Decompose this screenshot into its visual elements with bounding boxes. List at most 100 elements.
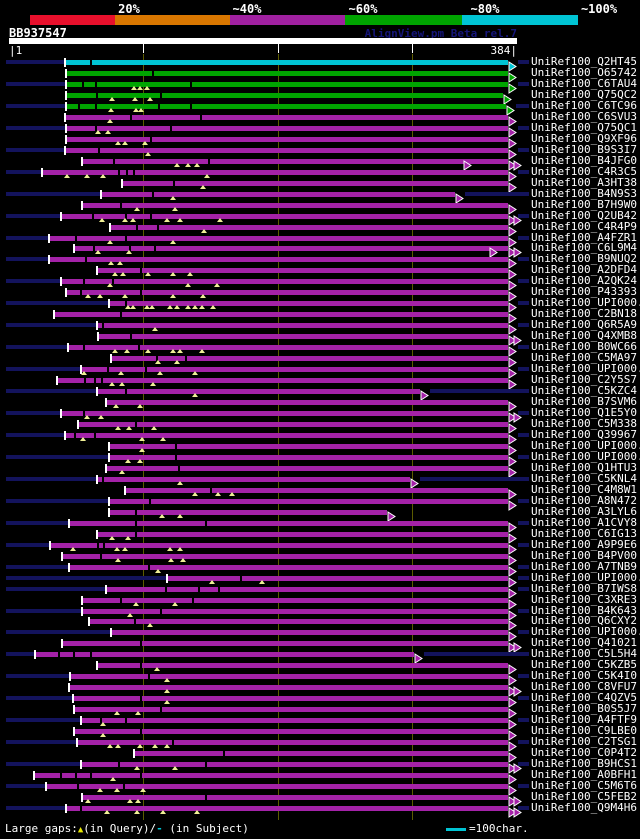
hit-bar[interactable] bbox=[90, 619, 508, 624]
hit-bar[interactable] bbox=[82, 762, 508, 767]
hit-label[interactable]: UniRef100_C5KZC4 bbox=[531, 384, 637, 397]
hit-bar[interactable] bbox=[71, 674, 508, 679]
hit-label[interactable]: UniRef100_C5K4I0 bbox=[531, 669, 637, 682]
hit-bar[interactable] bbox=[67, 82, 508, 87]
hit-label[interactable]: UniRef100_A2QK24 bbox=[531, 274, 637, 287]
hit-bar[interactable] bbox=[111, 225, 508, 230]
hit-label[interactable]: UniRef100_A4FTF9 bbox=[531, 713, 637, 726]
hit-label[interactable]: UniRef100_Q41021 bbox=[531, 636, 637, 649]
hit-bar[interactable] bbox=[79, 422, 508, 427]
hit-bar[interactable] bbox=[78, 740, 508, 745]
hit-label[interactable]: UniRef100_B7IWS8 bbox=[531, 582, 637, 595]
hit-label[interactable]: UniRef100_UPI000.. bbox=[531, 571, 640, 584]
hit-label[interactable]: UniRef100_Q6CXY2 bbox=[531, 614, 637, 627]
hit-bar[interactable] bbox=[98, 389, 420, 394]
hit-bar[interactable] bbox=[83, 159, 508, 164]
hit-bar[interactable] bbox=[67, 104, 506, 109]
hit-bar[interactable] bbox=[126, 488, 508, 493]
hit-label[interactable]: UniRef100_Q2HT45 bbox=[531, 55, 637, 68]
hit-label[interactable]: UniRef100_C2TSG1 bbox=[531, 735, 637, 748]
hit-bar[interactable] bbox=[47, 784, 508, 789]
hit-label[interactable]: UniRef100_Q1E5Y0 bbox=[531, 406, 637, 419]
hit-bar[interactable] bbox=[99, 334, 508, 339]
hit-label[interactable]: UniRef100_C4R3C5 bbox=[531, 165, 637, 178]
hit-label[interactable]: UniRef100_C5MA97 bbox=[531, 351, 637, 364]
hit-label[interactable]: UniRef100_Q75QC2 bbox=[531, 88, 637, 101]
hit-label[interactable]: UniRef100_C5L5H4 bbox=[531, 647, 637, 660]
hit-label[interactable]: UniRef100_B0WC66 bbox=[531, 340, 637, 353]
hit-label[interactable]: UniRef100_B7H9W0 bbox=[531, 198, 637, 211]
hit-label[interactable]: UniRef100_A2DFD4 bbox=[531, 263, 637, 276]
hit-bar[interactable] bbox=[83, 203, 508, 208]
hit-bar[interactable] bbox=[98, 268, 508, 273]
hit-bar[interactable] bbox=[82, 367, 508, 372]
hit-label[interactable]: UniRef100_C5M6T6 bbox=[531, 779, 637, 792]
hit-label[interactable]: UniRef100_Q9M4H6 bbox=[531, 801, 637, 814]
hit-label[interactable]: UniRef100_P43393 bbox=[531, 285, 637, 298]
hit-label[interactable]: UniRef100_C3XRE3 bbox=[531, 593, 637, 606]
hit-bar[interactable] bbox=[75, 707, 508, 712]
hit-label[interactable]: UniRef100_Q2UB42 bbox=[531, 209, 637, 222]
hit-label[interactable]: UniRef100_Q4XMB8 bbox=[531, 329, 637, 342]
hit-bar[interactable] bbox=[51, 543, 508, 548]
hit-bar[interactable] bbox=[50, 236, 508, 241]
hit-label[interactable]: UniRef100_A7TNB9 bbox=[531, 560, 637, 573]
hit-bar[interactable] bbox=[74, 696, 508, 701]
hit-bar[interactable] bbox=[123, 181, 508, 186]
hit-label[interactable]: UniRef100_C2Y5S7 bbox=[531, 373, 637, 386]
hit-bar[interactable] bbox=[110, 499, 508, 504]
hit-bar[interactable] bbox=[70, 521, 508, 526]
hit-label[interactable]: UniRef100_C4M8W1 bbox=[531, 483, 637, 496]
hit-label[interactable]: UniRef100_C0P4T2 bbox=[531, 746, 637, 759]
hit-label[interactable]: UniRef100_UPI000.. bbox=[531, 296, 640, 309]
hit-bar[interactable] bbox=[67, 806, 508, 811]
hit-label[interactable]: UniRef100_B4N9S3 bbox=[531, 187, 637, 200]
hit-label[interactable]: UniRef100_A8N472 bbox=[531, 494, 637, 507]
hit-label[interactable]: UniRef100_B7SVM6 bbox=[531, 395, 637, 408]
hit-label[interactable]: UniRef100_A1CVY8 bbox=[531, 516, 637, 529]
hit-bar[interactable] bbox=[66, 115, 508, 120]
hit-bar[interactable] bbox=[35, 773, 508, 778]
hit-label[interactable]: UniRef100_O65742 bbox=[531, 66, 637, 79]
hit-bar[interactable] bbox=[83, 609, 508, 614]
hit-bar[interactable] bbox=[82, 718, 508, 723]
hit-bar[interactable] bbox=[98, 532, 508, 537]
hit-bar[interactable] bbox=[36, 652, 414, 657]
hit-bar[interactable] bbox=[75, 246, 508, 251]
hit-bar[interactable] bbox=[67, 71, 508, 76]
hit-label[interactable]: UniRef100_B4JFG0 bbox=[531, 154, 637, 167]
hit-label[interactable]: UniRef100_C9LBE0 bbox=[531, 724, 637, 737]
hit-label[interactable]: UniRef100_A0BFH1 bbox=[531, 768, 637, 781]
hit-label[interactable]: UniRef100_B9NUQ2 bbox=[531, 252, 637, 265]
hit-label[interactable]: UniRef100_C5M338 bbox=[531, 417, 637, 430]
hit-bar[interactable] bbox=[66, 433, 508, 438]
hit-label[interactable]: UniRef100_UPI000.. bbox=[531, 362, 640, 375]
hit-bar[interactable] bbox=[67, 126, 508, 131]
hit-label[interactable]: UniRef100_Q9XF96 bbox=[531, 132, 637, 145]
hit-label[interactable]: UniRef100_Q75QC1 bbox=[531, 121, 637, 134]
hit-label[interactable]: UniRef100_C6IG13 bbox=[531, 527, 637, 540]
hit-label[interactable]: UniRef100_C8VFU7 bbox=[531, 680, 637, 693]
hit-label[interactable]: UniRef100_C6SVU3 bbox=[531, 110, 637, 123]
hit-label[interactable]: UniRef100_Q1HTU3 bbox=[531, 461, 637, 474]
hit-bar[interactable] bbox=[62, 214, 508, 219]
hit-label[interactable]: UniRef100_C6TAU4 bbox=[531, 77, 637, 90]
hit-label[interactable]: UniRef100_C6TC96 bbox=[531, 99, 637, 112]
hit-bar[interactable] bbox=[110, 301, 508, 306]
hit-bar[interactable] bbox=[63, 554, 508, 559]
hit-label[interactable]: UniRef100_A9P9E6 bbox=[531, 538, 637, 551]
hit-bar[interactable] bbox=[58, 378, 508, 383]
hit-bar[interactable] bbox=[55, 312, 508, 317]
hit-label[interactable]: UniRef100_UPI000.. bbox=[531, 450, 640, 463]
hit-label[interactable]: UniRef100_Q39967 bbox=[531, 428, 637, 441]
hit-label[interactable]: UniRef100_C5KZB5 bbox=[531, 658, 637, 671]
hit-bar[interactable] bbox=[102, 192, 455, 197]
hit-bar[interactable] bbox=[107, 466, 508, 471]
hit-bar[interactable] bbox=[168, 576, 508, 581]
hit-bar[interactable] bbox=[67, 290, 508, 295]
hit-bar[interactable] bbox=[63, 641, 508, 646]
hit-label[interactable]: UniRef100_B4PV00 bbox=[531, 549, 637, 562]
hit-bar[interactable] bbox=[67, 137, 508, 142]
hit-bar[interactable] bbox=[75, 729, 508, 734]
hit-label[interactable]: UniRef100_B9S3I7 bbox=[531, 143, 637, 156]
